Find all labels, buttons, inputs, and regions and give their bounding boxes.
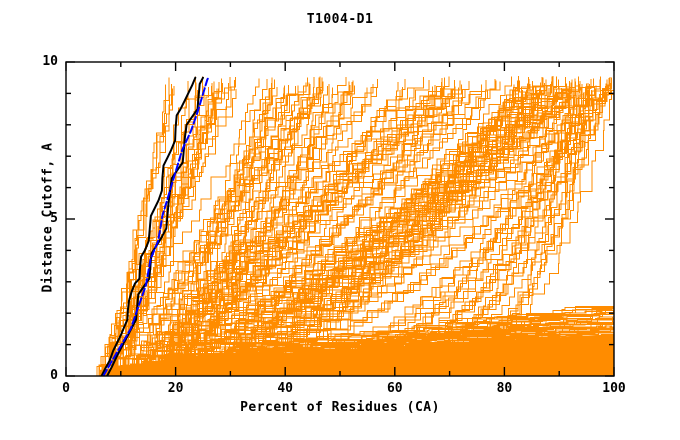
y-tick-label: 10 [42, 54, 58, 69]
ensemble-curve [132, 90, 593, 376]
ensemble-curve [182, 86, 575, 376]
ensemble-curve [138, 78, 496, 376]
ensemble-curve [89, 87, 333, 376]
ensemble-curve [130, 76, 553, 376]
ensemble-curve [101, 88, 219, 376]
ensemble-curve [122, 87, 285, 376]
ensemble-curve [134, 84, 590, 376]
ensemble-curve [129, 76, 347, 376]
ensemble-curve [90, 86, 212, 376]
page-title: T1004-D1 [306, 12, 374, 27]
x-tick-label: 100 [602, 381, 626, 396]
ensemble-curve [98, 88, 270, 376]
data-series-layer [89, 76, 614, 376]
axis-layer [65, 61, 615, 377]
ensemble-curve [184, 81, 576, 376]
ensemble-curve [130, 87, 318, 376]
ensemble-curve-floor [98, 321, 614, 372]
x-tick-label: 0 [62, 381, 70, 396]
ensemble-curve [114, 89, 237, 376]
ensemble-curve [101, 77, 543, 376]
ensemble-curve [182, 80, 614, 376]
ensemble-curve [140, 89, 271, 376]
ensemble-curve-floor [98, 322, 614, 372]
x-tick-label: 60 [386, 381, 403, 396]
ensemble-curve [125, 85, 436, 376]
ensemble-curve [124, 82, 307, 376]
ensemble-curve [105, 79, 430, 376]
ensemble-curve [99, 80, 521, 376]
ensemble-curve [113, 82, 572, 376]
y-axis-label: Distance Cutoff, A [40, 142, 56, 293]
ensemble-curve [106, 83, 612, 376]
ensemble-curve [129, 87, 587, 376]
ensemble-curve [154, 78, 594, 376]
ensemble-curve [114, 86, 456, 376]
tick-marks [65, 61, 615, 377]
ensemble-curve [133, 89, 605, 376]
ensemble-curve-floor [98, 317, 612, 372]
ensemble-curve [138, 83, 552, 376]
y-tick-label: 5 [50, 211, 58, 226]
ensemble-curve [96, 84, 311, 376]
ensemble-curve [145, 84, 463, 376]
ensemble-curve [120, 81, 324, 376]
ensemble-curve [100, 82, 542, 376]
ensemble-curve [123, 82, 323, 376]
ensemble-curve [155, 80, 534, 376]
ensemble-curve-floor [98, 356, 610, 373]
ensemble-curve [92, 84, 172, 376]
x-tick-label: 40 [277, 381, 294, 396]
y-tick-label: 0 [50, 368, 58, 383]
highlight-curve-blue-selected-model [102, 76, 210, 376]
ensemble-curve-floor [98, 362, 614, 373]
ensemble-curve [143, 84, 289, 376]
ensemble-curve [178, 90, 591, 376]
ensemble-curve [172, 81, 552, 376]
ensemble-curve [154, 86, 434, 376]
ensemble-curve [103, 89, 285, 376]
x-tick-label: 20 [167, 381, 184, 396]
ensemble-curve [117, 86, 482, 376]
ensemble-curve [183, 79, 559, 376]
ensemble-curve [141, 76, 530, 376]
ensemble-curve-floor [98, 307, 614, 372]
x-axis-label: Percent of Residues (CA) [240, 400, 440, 415]
ensemble-curve [171, 77, 544, 376]
ensemble-curve [151, 83, 374, 376]
highlight-curve-black-reference-1 [100, 76, 197, 376]
ensemble-curve-floor [98, 314, 604, 372]
ensemble-curve [139, 81, 350, 376]
ensemble-curve-floor [98, 326, 614, 373]
x-tick-label: 80 [496, 381, 513, 396]
